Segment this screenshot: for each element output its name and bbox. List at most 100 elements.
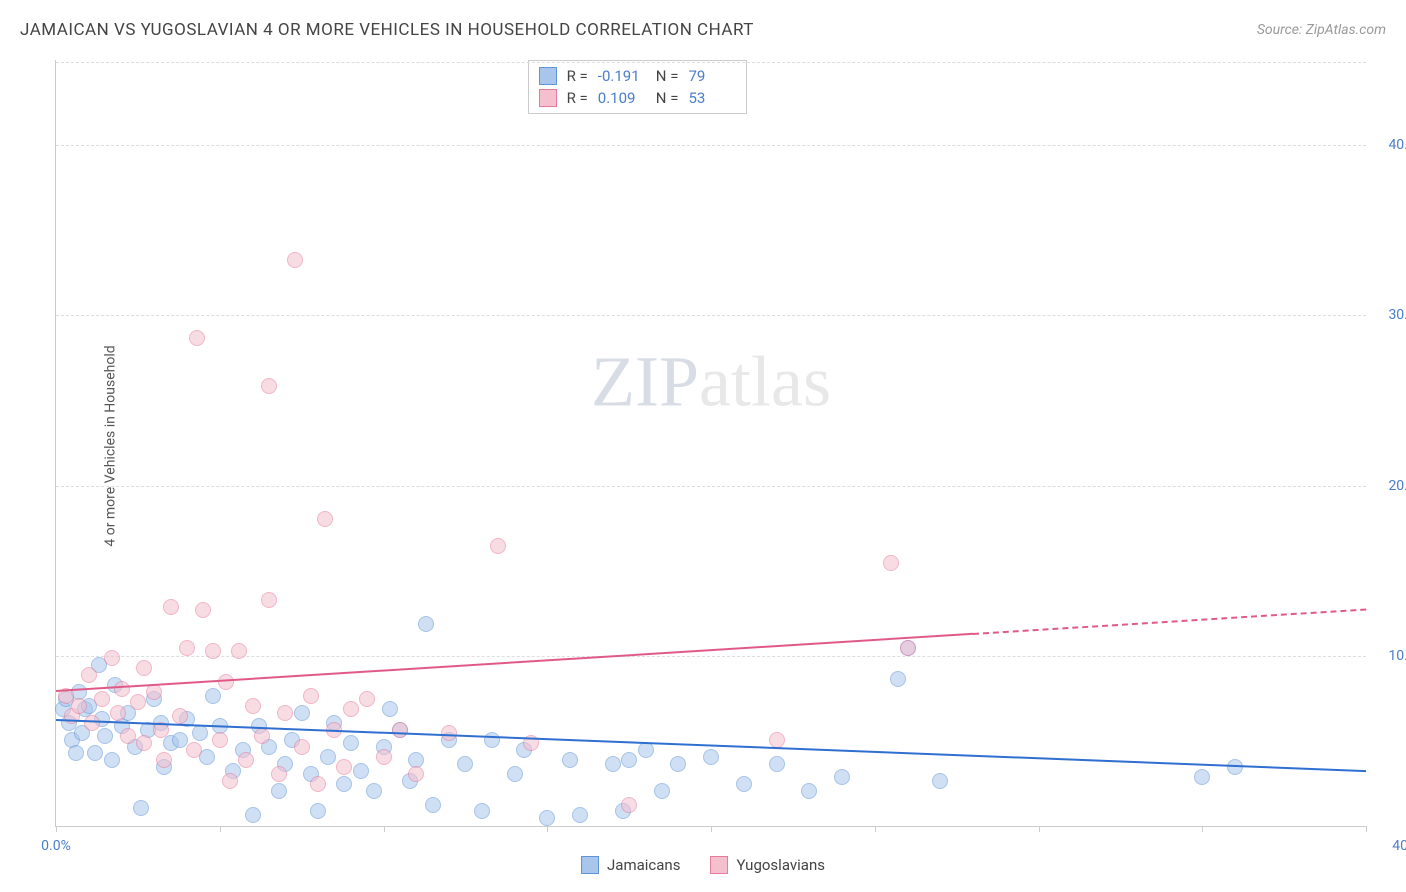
gridline xyxy=(56,486,1366,487)
scatter-point xyxy=(245,698,261,714)
scatter-point xyxy=(303,688,319,704)
scatter-point xyxy=(212,732,228,748)
scatter-point xyxy=(670,756,686,772)
scatter-point xyxy=(769,756,785,772)
scatter-point xyxy=(572,807,588,823)
scatter-point xyxy=(834,769,850,785)
legend-label: Yugoslavians xyxy=(736,856,825,874)
scatter-point xyxy=(287,252,303,268)
trend-line xyxy=(56,633,973,692)
scatter-point xyxy=(277,705,293,721)
scatter-point xyxy=(189,330,205,346)
scatter-point xyxy=(336,776,352,792)
series-swatch xyxy=(539,67,557,85)
scatter-point xyxy=(621,797,637,813)
scatter-point xyxy=(441,725,457,741)
scatter-point xyxy=(81,667,97,683)
scatter-point xyxy=(703,749,719,765)
stats-row: R =-0.191N =79 xyxy=(539,65,737,87)
gridline xyxy=(56,656,1366,657)
scatter-point xyxy=(205,643,221,659)
scatter-point xyxy=(310,803,326,819)
series-swatch xyxy=(539,89,557,107)
scatter-point xyxy=(136,735,152,751)
scatter-point xyxy=(890,671,906,687)
y-tick-label: 30.0% xyxy=(1388,307,1406,323)
scatter-point xyxy=(179,640,195,656)
scatter-point xyxy=(310,776,326,792)
x-tick xyxy=(1039,826,1040,832)
scatter-point xyxy=(382,701,398,717)
scatter-point xyxy=(490,538,506,554)
r-label: R = xyxy=(567,67,588,85)
scatter-point xyxy=(146,684,162,700)
legend-swatch xyxy=(581,856,599,874)
scatter-chart: ZIPatlas R =-0.191N =79R =0.109N =53 10.… xyxy=(55,60,1366,827)
scatter-point xyxy=(425,797,441,813)
scatter-point xyxy=(376,749,392,765)
chart-legend: Jamaicans Yugoslavians xyxy=(581,856,825,874)
scatter-point xyxy=(94,691,110,707)
gridline xyxy=(56,315,1366,316)
scatter-point xyxy=(366,783,382,799)
scatter-point xyxy=(172,708,188,724)
scatter-point xyxy=(343,735,359,751)
x-tick xyxy=(384,826,385,832)
scatter-point xyxy=(474,803,490,819)
scatter-point xyxy=(222,773,238,789)
scatter-point xyxy=(84,715,100,731)
scatter-point xyxy=(104,752,120,768)
scatter-point xyxy=(769,732,785,748)
n-label: N = xyxy=(656,67,679,85)
chart-header: JAMAICAN VS YUGOSLAVIAN 4 OR MORE VEHICL… xyxy=(20,20,1386,40)
legend-item: Yugoslavians xyxy=(710,856,825,874)
scatter-point xyxy=(136,660,152,676)
scatter-point xyxy=(336,759,352,775)
scatter-point xyxy=(271,783,287,799)
scatter-point xyxy=(133,800,149,816)
scatter-point xyxy=(294,739,310,755)
scatter-point xyxy=(900,640,916,656)
scatter-point xyxy=(254,728,270,744)
scatter-point xyxy=(343,701,359,717)
x-tick xyxy=(220,826,221,832)
scatter-point xyxy=(110,705,126,721)
scatter-point xyxy=(205,688,221,704)
scatter-point xyxy=(932,773,948,789)
scatter-point xyxy=(87,745,103,761)
source-attribution: Source: ZipAtlas.com xyxy=(1257,22,1386,38)
scatter-point xyxy=(392,722,408,738)
scatter-point xyxy=(294,705,310,721)
chart-title: JAMAICAN VS YUGOSLAVIAN 4 OR MORE VEHICL… xyxy=(20,20,754,40)
scatter-point xyxy=(186,742,202,758)
scatter-point xyxy=(736,776,752,792)
scatter-point xyxy=(562,752,578,768)
scatter-point xyxy=(114,681,130,697)
stats-row: R =0.109N =53 xyxy=(539,87,737,109)
scatter-point xyxy=(245,807,261,823)
scatter-point xyxy=(353,763,369,779)
scatter-point xyxy=(195,602,211,618)
scatter-point xyxy=(261,378,277,394)
legend-label: Jamaicans xyxy=(607,856,680,874)
trend-line-dashed xyxy=(973,608,1366,635)
scatter-point xyxy=(130,694,146,710)
r-value: -0.191 xyxy=(598,67,646,85)
n-value: 53 xyxy=(688,89,736,107)
scatter-point xyxy=(261,592,277,608)
scatter-point xyxy=(484,732,500,748)
x-tick xyxy=(711,826,712,832)
legend-swatch xyxy=(710,856,728,874)
scatter-point xyxy=(97,728,113,744)
scatter-point xyxy=(418,616,434,632)
scatter-point xyxy=(317,511,333,527)
scatter-point xyxy=(539,810,555,826)
stats-box: R =-0.191N =79R =0.109N =53 xyxy=(528,60,748,114)
scatter-point xyxy=(457,756,473,772)
x-tick xyxy=(547,826,548,832)
scatter-point xyxy=(883,555,899,571)
scatter-point xyxy=(68,745,84,761)
scatter-point xyxy=(271,766,287,782)
watermark: ZIPatlas xyxy=(591,340,831,423)
x-tick xyxy=(1366,826,1367,832)
